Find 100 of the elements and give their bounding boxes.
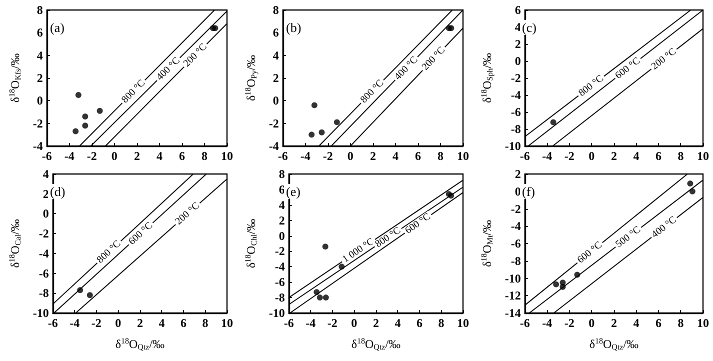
y-tick-label: -2	[38, 226, 49, 241]
x-tick-label: -4	[306, 316, 316, 330]
y-axis-title: δ18OChl/‰	[244, 218, 258, 268]
x-tick-label: 8	[202, 316, 208, 330]
annotation: (e)	[286, 184, 300, 199]
x-tick-label: 0	[588, 316, 595, 330]
annotation: (a)	[50, 20, 64, 35]
x-tick-label: 0	[347, 149, 354, 163]
x-tick-label: 8	[678, 316, 684, 330]
y-tick-label: -10	[268, 306, 285, 320]
y-tick-label: -2	[274, 244, 285, 258]
y-tick-label: 2	[514, 37, 521, 51]
x-tick-label: -2	[564, 149, 574, 163]
y-tick-label: 6	[514, 3, 521, 17]
x-tick-label: 0	[588, 149, 595, 163]
x-tick-label: -2	[86, 149, 97, 163]
y-tick-label: 2	[514, 167, 521, 181]
y-tick-label: 0	[272, 94, 279, 108]
y-tick-label: -2	[510, 202, 521, 216]
y-tick-label: 0	[514, 54, 521, 68]
x-tick-label: 8	[437, 149, 444, 163]
text: 400 °C	[154, 55, 183, 83]
x-tick-label: 6	[416, 316, 422, 330]
text: 800 °C	[94, 238, 124, 266]
text: 500 °C	[614, 224, 644, 250]
x-tick-label: -4	[542, 316, 552, 330]
text: 600 °C	[576, 239, 605, 266]
x-tick-label: -4	[64, 149, 74, 163]
text: 600 °C	[613, 55, 643, 82]
y-tick-label: -6	[274, 275, 285, 290]
y-tick-label: -6	[510, 105, 521, 119]
text: 800 °C	[358, 77, 386, 106]
y-tick-label: -4	[32, 139, 43, 153]
y-tick-label: -12	[504, 288, 521, 303]
y-tick-label: -4	[38, 246, 49, 260]
y-tick-label: 2	[36, 71, 43, 85]
x-tick-label: 2	[370, 149, 376, 163]
y-tick-label: 0	[36, 94, 43, 108]
x-tick-label: 4	[633, 316, 640, 330]
y-axis-title: δ18OMt/‰	[480, 220, 494, 267]
y-axis-title: δ18OPy/‰	[244, 54, 258, 102]
x-tick-label: 6	[180, 316, 186, 330]
y-tick-label: -2	[510, 71, 521, 85]
x-tick-label: -2	[564, 316, 574, 330]
y-tick-label: -8	[38, 286, 49, 300]
annotation: (d)	[50, 184, 66, 199]
x-tick-label: 4	[156, 149, 162, 163]
y-tick-label: 2	[278, 213, 285, 228]
y-tick-label: 4	[42, 167, 49, 181]
text: 200 °C	[182, 41, 210, 70]
y-tick-label: -2	[268, 116, 279, 130]
x-tick-label: 4	[633, 149, 640, 163]
x-tick-label: -4	[70, 316, 80, 330]
x-tick-label: 2	[610, 149, 617, 163]
x-tick-label: -2	[322, 149, 333, 163]
y-tick-label: 4	[514, 20, 521, 34]
text: 200 °C	[649, 46, 679, 72]
text: 400 °C	[392, 54, 420, 82]
x-tick-label: 4	[392, 149, 398, 163]
x-tick-label: 8	[438, 316, 444, 330]
text: 800 °C	[120, 77, 148, 106]
x-tick-label: -2	[91, 316, 102, 330]
y-tick-label: 6	[272, 26, 279, 40]
y-tick-label: -4	[510, 219, 521, 234]
text: 800 °C	[576, 72, 606, 99]
y-tick-label: 2	[272, 71, 279, 85]
annotation: (f)	[522, 184, 535, 199]
y-tick-label: 2	[42, 186, 49, 201]
y-tick-label: 4	[36, 48, 43, 62]
x-tick-label: 4	[394, 316, 401, 330]
y-tick-label: -8	[510, 122, 521, 136]
x-tick-label: 10	[221, 316, 233, 330]
y-tick-label: -10	[504, 139, 521, 153]
x-tick-label: 0	[111, 149, 118, 163]
y-tick-label: 6	[36, 26, 43, 40]
y-tick-label: 4	[272, 48, 279, 62]
x-tick-label: 6	[178, 149, 185, 163]
x-tick-label: 2	[136, 316, 143, 330]
x-tick-label: 2	[134, 149, 140, 163]
x-tick-label: 0	[115, 316, 122, 330]
y-tick-label: -4	[274, 260, 285, 274]
y-tick-label: -2	[32, 116, 43, 130]
text: 600 °C	[403, 211, 433, 236]
y-tick-label: 8	[36, 3, 43, 17]
text: 400 °C	[650, 214, 679, 240]
x-tick-label: 2	[372, 316, 379, 330]
text: 200 °C	[174, 200, 202, 228]
y-tick-label: 8	[278, 167, 285, 181]
y-tick-label: -8	[510, 254, 521, 268]
y-tick-label: -4	[268, 139, 279, 153]
x-tick-label: -4	[542, 149, 552, 163]
x-tick-label: 10	[697, 149, 709, 163]
text: 600 °C	[126, 220, 156, 248]
x-tick-label: 4	[158, 316, 165, 330]
y-axis-title: δ18OKfs/‰	[8, 53, 22, 103]
y-axis-title: δ18OCal/‰	[8, 219, 22, 268]
y-axis-title: δ18OSph/‰	[480, 52, 494, 104]
x-tick-label: 0	[351, 316, 358, 330]
x-tick-label: 10	[457, 316, 469, 330]
y-tick-label: 0	[278, 228, 285, 243]
